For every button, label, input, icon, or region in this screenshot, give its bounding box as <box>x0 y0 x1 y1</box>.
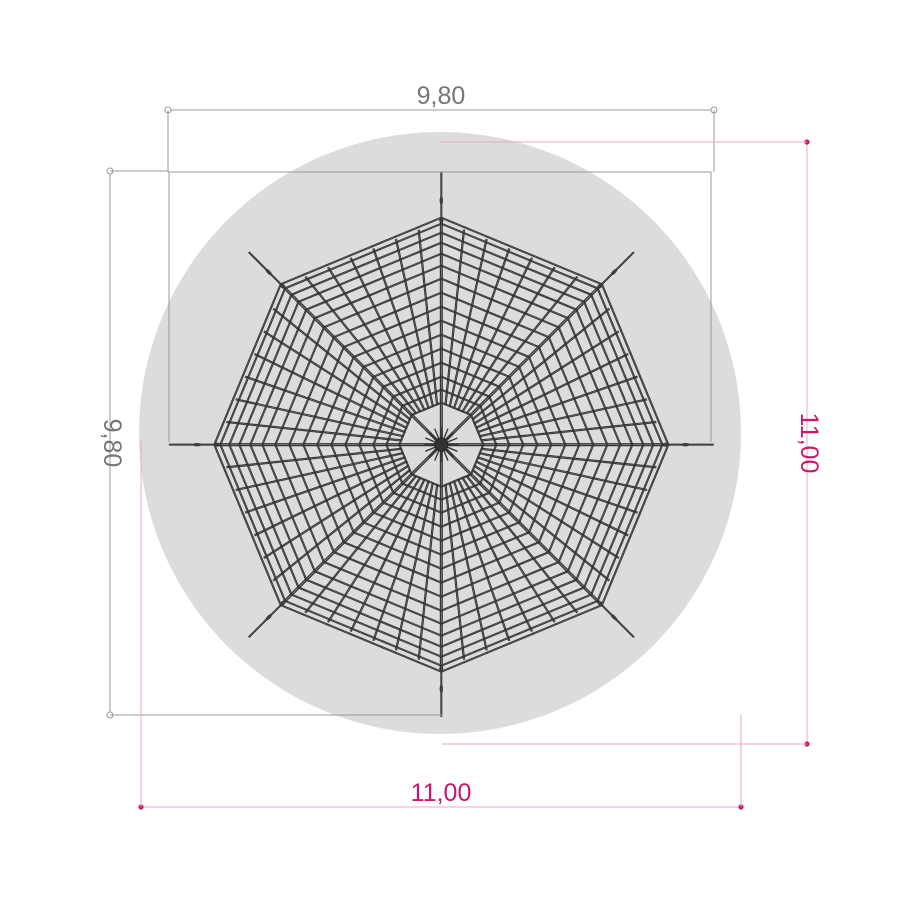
svg-text:11,00: 11,00 <box>411 779 472 807</box>
svg-text:11,00: 11,00 <box>795 413 823 474</box>
svg-text:9,80: 9,80 <box>98 419 126 468</box>
svg-text:9,80: 9,80 <box>417 82 466 110</box>
